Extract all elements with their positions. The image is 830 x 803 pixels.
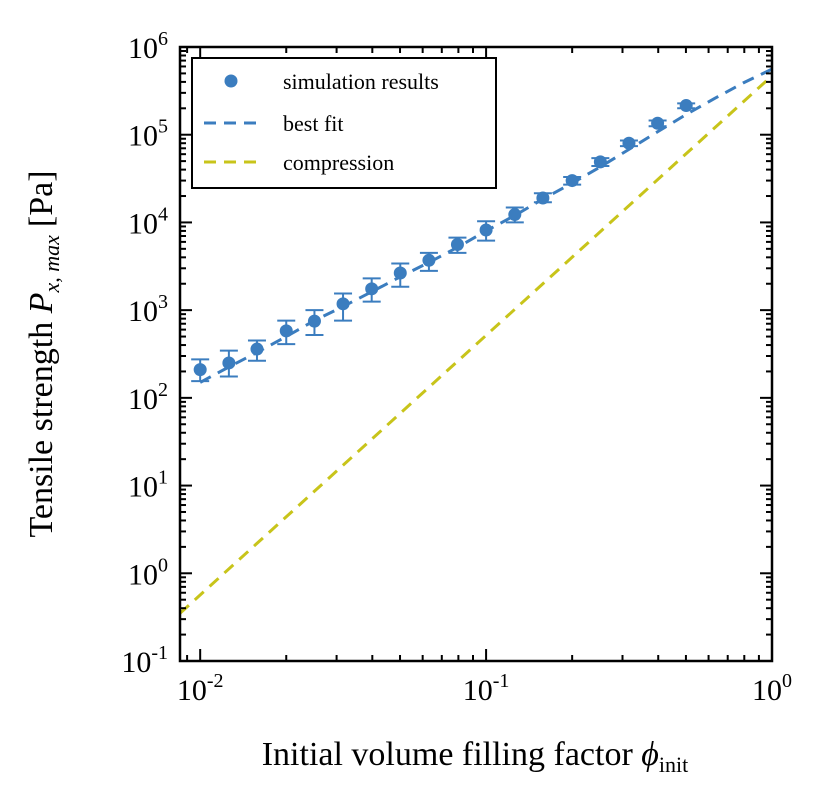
y-tick-label: 105 bbox=[128, 116, 168, 153]
data-point-17 bbox=[677, 99, 696, 113]
y-tick-label: 106 bbox=[128, 28, 168, 65]
data-marker bbox=[651, 116, 665, 130]
y-tick-label: 101 bbox=[128, 467, 168, 504]
x-tick-label: 10-1 bbox=[463, 670, 510, 707]
data-marker bbox=[279, 324, 293, 338]
data-point-1 bbox=[219, 349, 238, 378]
data-point-10 bbox=[477, 220, 496, 242]
legend-box bbox=[191, 57, 497, 189]
y-axis-label: Tensile strength Px, max[Pa] bbox=[23, 170, 64, 537]
data-marker bbox=[336, 297, 350, 311]
data-marker bbox=[536, 191, 550, 205]
data-point-0 bbox=[191, 358, 210, 383]
data-point-4 bbox=[305, 309, 324, 337]
data-point-8 bbox=[419, 251, 438, 272]
legend: simulation results best fit compression bbox=[191, 57, 497, 189]
data-point-7 bbox=[391, 262, 410, 288]
legend-label-simulation: simulation results bbox=[283, 69, 439, 94]
y-tick-label: 10-1 bbox=[121, 642, 168, 679]
data-point-3 bbox=[277, 319, 296, 346]
data-point-14 bbox=[591, 155, 610, 169]
data-marker bbox=[565, 174, 579, 188]
y-tick-label: 103 bbox=[128, 291, 168, 328]
y-tick-label: 102 bbox=[128, 379, 168, 416]
data-point-12 bbox=[533, 191, 552, 205]
data-marker bbox=[593, 155, 607, 169]
data-point-9 bbox=[448, 236, 467, 254]
data-marker bbox=[622, 136, 636, 150]
data-marker bbox=[422, 253, 436, 267]
legend-marker-simulation bbox=[224, 74, 238, 88]
data-point-13 bbox=[563, 174, 582, 188]
plot-frame bbox=[178, 45, 774, 663]
data-marker bbox=[193, 363, 207, 377]
data-marker bbox=[479, 223, 493, 237]
y-tick-label: 100 bbox=[128, 554, 168, 591]
data-point-5 bbox=[334, 292, 353, 322]
x-tick-label: 100 bbox=[752, 670, 792, 707]
data-marker bbox=[393, 266, 407, 280]
data-point-2 bbox=[247, 339, 266, 362]
series-line-compression bbox=[178, 74, 774, 615]
y-tick-label: 104 bbox=[128, 203, 168, 240]
x-tick-label: 10-2 bbox=[177, 670, 224, 707]
data-marker bbox=[508, 208, 522, 222]
data-point-15 bbox=[619, 136, 638, 150]
data-marker bbox=[365, 282, 379, 296]
data-point-6 bbox=[362, 277, 381, 303]
data-marker bbox=[250, 342, 264, 356]
plot-area bbox=[178, 67, 774, 615]
data-marker bbox=[679, 99, 693, 113]
x-axis-label: Initial volume filling factor ϕinit bbox=[262, 736, 689, 777]
legend-label-compression: compression bbox=[283, 150, 394, 175]
data-marker bbox=[222, 356, 236, 370]
legend-label-best-fit: best fit bbox=[283, 111, 344, 136]
data-point-11 bbox=[505, 206, 524, 224]
data-marker bbox=[450, 238, 464, 252]
data-marker bbox=[307, 314, 321, 328]
data-point-16 bbox=[648, 116, 667, 130]
